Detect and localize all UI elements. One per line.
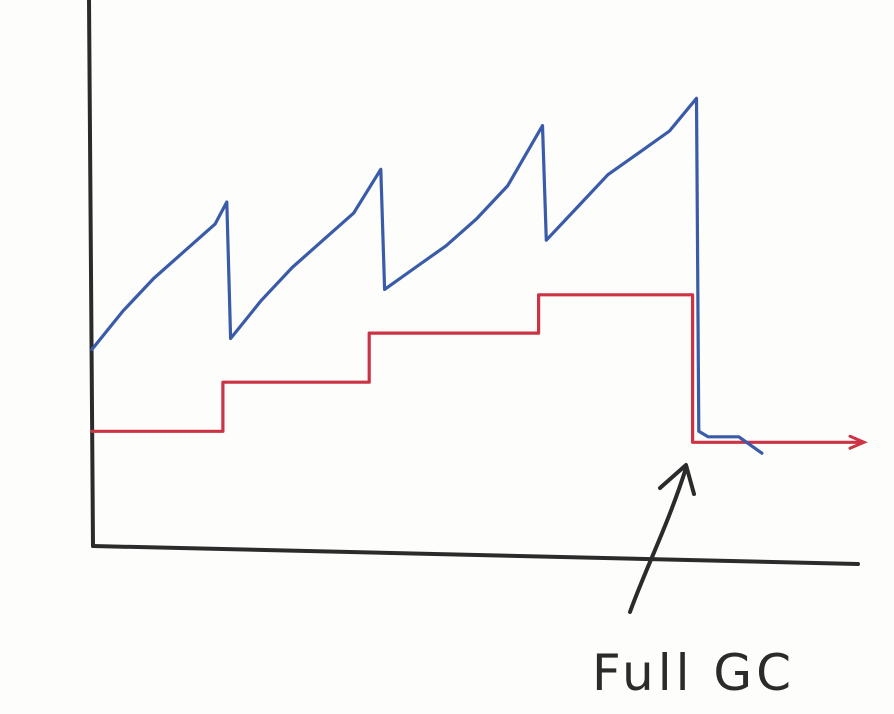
series-group — [90, 96, 868, 455]
annotation-label: Full GC — [592, 644, 795, 702]
series-2-arrowhead — [848, 434, 868, 450]
annotation-arrow-head — [658, 463, 696, 496]
series-line-1 — [90, 96, 764, 455]
full-gc-annotation: Full GC — [592, 463, 795, 702]
annotation-arrow — [628, 466, 688, 614]
x-axis — [91, 544, 860, 566]
series-line-2 — [90, 293, 864, 444]
axes — [87, 0, 860, 566]
y-axis — [87, 0, 95, 548]
